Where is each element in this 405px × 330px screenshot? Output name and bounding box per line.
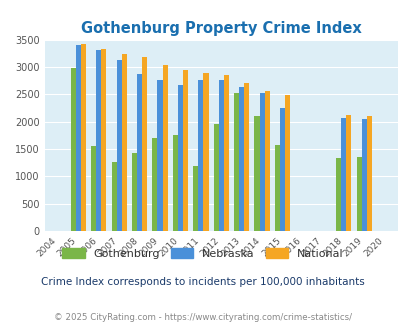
Legend: Gothenburg, Nebraska, National: Gothenburg, Nebraska, National [59, 245, 346, 262]
Bar [81, 44, 86, 231]
Bar [361, 119, 366, 231]
Bar [244, 83, 249, 231]
Bar [122, 54, 126, 231]
Bar [274, 145, 279, 231]
Text: © 2025 CityRating.com - https://www.cityrating.com/crime-statistics/: © 2025 CityRating.com - https://www.city… [54, 313, 351, 322]
Bar [356, 157, 361, 231]
Bar [183, 70, 188, 231]
Bar [101, 49, 106, 231]
Bar [366, 116, 371, 231]
Bar [162, 65, 167, 231]
Bar [335, 158, 340, 231]
Bar [254, 116, 259, 231]
Bar [173, 135, 177, 231]
Bar [203, 73, 208, 231]
Bar [284, 95, 290, 231]
Bar [239, 87, 244, 231]
Bar [132, 153, 137, 231]
Bar [279, 108, 284, 231]
Bar [213, 124, 218, 231]
Bar [111, 162, 116, 231]
Bar [91, 146, 96, 231]
Bar [152, 138, 157, 231]
Bar [193, 166, 198, 231]
Title: Gothenburg Property Crime Index: Gothenburg Property Crime Index [81, 21, 361, 36]
Bar [96, 50, 101, 231]
Bar [70, 68, 76, 231]
Bar [264, 91, 269, 231]
Bar [142, 56, 147, 231]
Bar [137, 74, 142, 231]
Bar [116, 60, 121, 231]
Bar [223, 75, 228, 231]
Bar [157, 80, 162, 231]
Bar [340, 118, 345, 231]
Bar [198, 80, 203, 231]
Bar [233, 93, 239, 231]
Bar [345, 115, 351, 231]
Bar [259, 93, 264, 231]
Bar [218, 80, 223, 231]
Text: Crime Index corresponds to incidents per 100,000 inhabitants: Crime Index corresponds to incidents per… [41, 278, 364, 287]
Bar [76, 45, 81, 231]
Bar [177, 85, 183, 231]
